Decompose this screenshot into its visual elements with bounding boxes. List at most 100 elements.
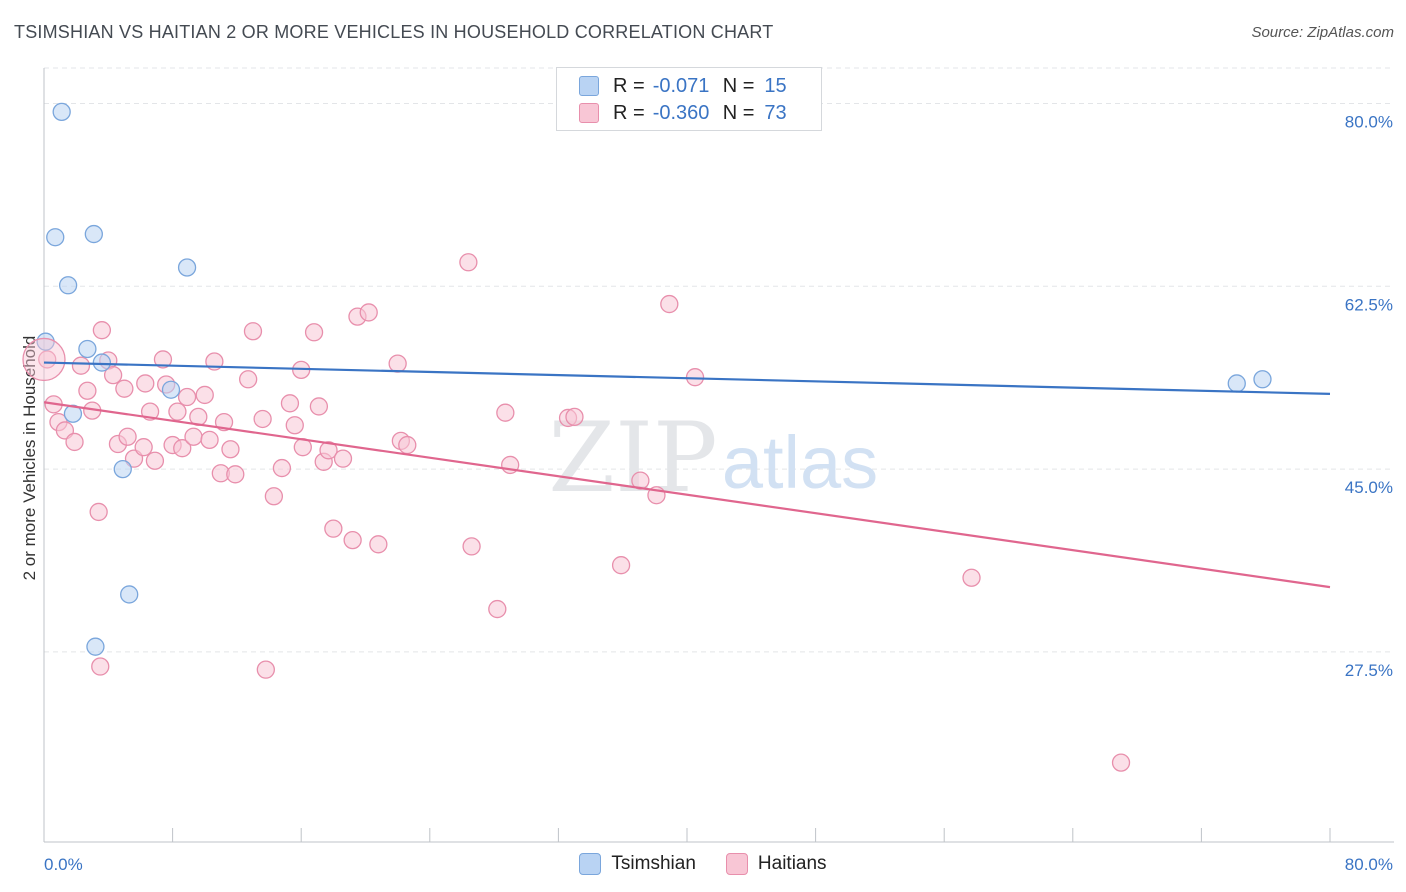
- haitian-point: [611, 556, 631, 575]
- legend-label-tsimshian: Tsimshian: [611, 853, 696, 874]
- haitian-point: [115, 379, 134, 398]
- haitian-point: [145, 451, 165, 470]
- haitian-point: [459, 253, 478, 272]
- chart-title: TSIMSHIAN VS HAITIAN 2 OR MORE VEHICLES …: [14, 22, 774, 42]
- haitian-point: [221, 440, 240, 459]
- haitian-point: [173, 439, 192, 458]
- haitian-point: [103, 365, 123, 385]
- legend-r-value-tsimshian: -0.071: [652, 74, 710, 97]
- haitian-point: [78, 381, 97, 400]
- haitian-point: [89, 502, 108, 522]
- tsimshian-point: [177, 258, 197, 277]
- haitian-point: [398, 435, 417, 455]
- tsimshian-point: [86, 637, 105, 656]
- haitians-swatch: [579, 103, 599, 123]
- haitian-point: [309, 397, 329, 416]
- legend-row-tsimshian: R = -0.071 N = 15: [579, 73, 787, 99]
- legend-row-haitians: R = -0.360 N = 73: [579, 100, 787, 126]
- tsimshian-point: [78, 339, 97, 359]
- haitian-point: [153, 350, 173, 369]
- tsimshian-point: [113, 459, 132, 479]
- haitian-point: [565, 407, 584, 427]
- tsimshian-swatch: [579, 853, 602, 875]
- tsimshian-point: [1227, 374, 1246, 393]
- x-tick-label: 0.0%: [44, 855, 83, 874]
- legend-n-label: N =: [722, 101, 755, 124]
- tsimshian-point: [92, 353, 112, 372]
- trend-lines: [43, 361, 1331, 589]
- legend-n-value-tsimshian: 15: [764, 74, 787, 97]
- haitian-point: [333, 449, 353, 468]
- tsimshian-point: [120, 585, 139, 604]
- haitian-point: [65, 432, 84, 452]
- haitian-trend-line: [43, 401, 1331, 589]
- haitian-point: [184, 427, 203, 446]
- tsimshian-point: [161, 380, 181, 399]
- haitian-point: [264, 487, 284, 506]
- haitian-point: [280, 394, 300, 413]
- y-tick-label: 62.5%: [1345, 295, 1393, 314]
- haitian-point: [660, 294, 679, 314]
- haitian-point: [462, 537, 481, 556]
- legend-label-haitians: Haitians: [757, 853, 827, 874]
- series-legend: Tsimshian Haitians: [0, 852, 1406, 876]
- y-tick-label: 80.0%: [1345, 113, 1393, 132]
- legend-item-tsimshian[interactable]: Tsimshian: [579, 853, 696, 875]
- gridlines: [44, 67, 1394, 653]
- tsimshian-trend-line: [43, 361, 1331, 395]
- haitian-point: [369, 535, 388, 554]
- haitian-point: [256, 660, 275, 679]
- haitian-point: [488, 599, 507, 619]
- tsimshian-point: [1253, 370, 1272, 389]
- y-tick-label: 45.0%: [1345, 478, 1393, 497]
- haitian-point: [177, 387, 197, 407]
- tsimshian-point: [58, 276, 78, 295]
- legend-n-label: N =: [722, 74, 755, 97]
- haitian-point: [388, 354, 407, 373]
- haitian-point: [226, 465, 245, 484]
- stats-legend: R = -0.071 N = 15 R = -0.360 N = 73: [556, 67, 822, 131]
- legend-r-label: R =: [613, 101, 645, 124]
- haitians-swatch: [725, 853, 748, 875]
- haitian-point: [343, 530, 362, 550]
- haitian-point: [134, 438, 153, 457]
- haitian-point: [324, 519, 343, 538]
- tsimshian-point: [84, 224, 103, 244]
- haitian-point: [136, 374, 155, 393]
- haitian-cluster-point: [22, 337, 66, 382]
- haitian-point: [496, 403, 515, 422]
- haitian-point: [91, 657, 110, 676]
- haitian-point: [168, 402, 187, 421]
- haitian-point: [319, 441, 338, 460]
- haitian-point: [359, 303, 378, 322]
- watermark: ZIP atlas: [548, 402, 878, 514]
- haitian-point: [1111, 753, 1131, 772]
- data-points: [22, 102, 1272, 772]
- haitian-point: [304, 323, 324, 342]
- tsimshian-point: [63, 404, 83, 423]
- legend-item-haitians[interactable]: Haitians: [725, 853, 827, 875]
- haitian-point: [253, 409, 272, 429]
- haitian-point: [92, 321, 112, 340]
- haitian-point: [285, 416, 304, 435]
- tsimshian-swatch: [579, 76, 599, 96]
- haitian-point: [71, 356, 91, 375]
- legend-n-value-haitians: 73: [764, 101, 787, 124]
- source-credit: Source: ZipAtlas.com: [1251, 24, 1394, 41]
- haitian-point: [272, 458, 292, 478]
- haitian-point: [214, 412, 234, 432]
- haitian-point: [195, 385, 214, 405]
- y-tick-label: 27.5%: [1345, 661, 1393, 680]
- haitian-point: [239, 370, 258, 389]
- haitian-point: [200, 430, 219, 450]
- watermark-atlas: atlas: [722, 421, 878, 504]
- legend-r-label: R =: [613, 74, 645, 97]
- haitian-point: [243, 322, 263, 341]
- haitian-point: [962, 568, 981, 587]
- tsimshian-point: [52, 102, 71, 122]
- tick-labels: 27.5% 45.0% 62.5% 80.0% 0.0% 80.0%: [44, 113, 1393, 874]
- legend-r-value-haitians: -0.360: [652, 101, 710, 124]
- axes: [43, 68, 1394, 843]
- tsimshian-point: [46, 228, 65, 247]
